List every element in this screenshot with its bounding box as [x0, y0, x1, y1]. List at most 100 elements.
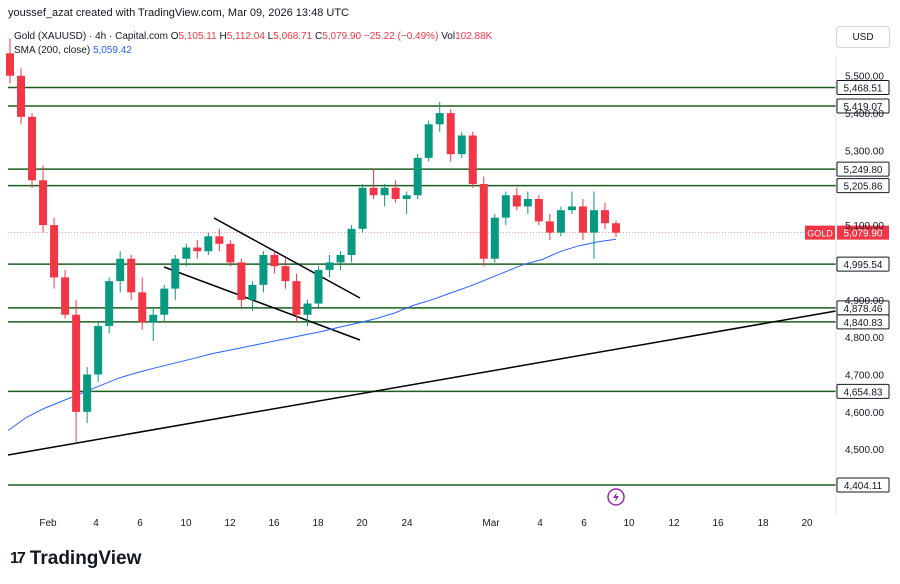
- y-tick-label: 4,800.00: [845, 333, 884, 344]
- level-label: 5,205.86: [844, 182, 883, 193]
- brand-name: TradingView: [29, 548, 142, 569]
- rising-trendline: [7, 310, 837, 456]
- last-price-label: 5,079.90: [844, 229, 883, 240]
- close-value: 5,079.90: [322, 31, 362, 42]
- candle-body: [325, 262, 334, 270]
- candle-body: [336, 254, 345, 263]
- candle-body: [215, 236, 224, 244]
- candle-body: [105, 281, 114, 326]
- candle-body: [237, 262, 246, 300]
- trendlines: [7, 217, 837, 456]
- horizontal-levels: 5,468.51 5,419.07 5,249.80 5,205.86 4,995.54…: [8, 80, 890, 493]
- candle-body: [457, 135, 466, 155]
- level-label-box: [836, 383, 890, 399]
- y-tick-label: 5,400.00: [845, 109, 884, 120]
- sma-label: SMA (200, close): [14, 45, 91, 56]
- last-price-symbol-box: [805, 225, 835, 240]
- candle-body: [479, 184, 488, 259]
- last-price-symbol: GOLD: [807, 229, 833, 239]
- x-tick-label: 4: [537, 518, 543, 529]
- candle-body: [600, 210, 609, 224]
- x-tick-label: 18: [312, 518, 324, 529]
- currency-button[interactable]: USD: [836, 26, 890, 48]
- x-tick-label: Feb: [39, 518, 57, 529]
- x-tick-label: 10: [180, 518, 192, 529]
- open-value: 5,105.11: [178, 31, 217, 42]
- candle-body: [501, 195, 510, 218]
- candle-body: [402, 195, 411, 199]
- candle-body: [545, 221, 554, 233]
- wedge-upper-line: [213, 217, 361, 299]
- candle-body: [281, 266, 290, 282]
- level-label: 4,404.11: [844, 481, 883, 492]
- x-tick-label: 4: [93, 518, 99, 529]
- sma-value: 5,059.42: [92, 45, 132, 56]
- candle-body: [512, 195, 521, 207]
- low-label: L: [267, 31, 274, 42]
- candles: [6, 38, 620, 442]
- level-label-box: [836, 477, 890, 493]
- candle-body: [171, 258, 180, 289]
- candle-body: [435, 113, 444, 125]
- candle-body: [138, 292, 147, 323]
- x-tick-label: 18: [757, 518, 769, 529]
- candle-body: [314, 269, 323, 304]
- lightning-icon: [607, 488, 625, 506]
- x-tick-label: 16: [268, 518, 280, 529]
- last-price-box: [837, 225, 889, 240]
- chart-legend: Gold (XAUUSD) · 4h · Capital.com O5,105.…: [14, 30, 492, 58]
- price-chart[interactable]: 5,468.51 5,419.07 5,249.80 5,205.86 4,995.54…: [0, 0, 900, 540]
- x-tick-label: 12: [224, 518, 236, 529]
- candle-body: [39, 180, 48, 226]
- candle-body: [468, 135, 477, 185]
- candle-body: [270, 254, 279, 267]
- level-label-box: [836, 161, 890, 177]
- chart-credit: youssef_azat created with TradingView.co…: [8, 7, 349, 19]
- x-tick-label: 12: [668, 518, 680, 529]
- level-label-box: [836, 178, 890, 194]
- candle-body: [380, 187, 389, 196]
- high-label: H: [219, 31, 227, 42]
- candle-body: [567, 206, 576, 211]
- candle-body: [358, 187, 367, 229]
- y-tick-label: 4,700.00: [845, 370, 884, 381]
- candle-body: [61, 277, 70, 315]
- candle-body: [28, 116, 37, 181]
- change-value: −25.22 (−0.49%): [363, 31, 439, 42]
- candle-body: [589, 210, 598, 233]
- candle-body: [612, 223, 620, 233]
- level-label: 4,995.54: [844, 260, 883, 271]
- y-axis: 4,500.00 4,600.00 4,700.00 4,800.00 4,900.00…: [845, 72, 884, 456]
- level-label: 4,878.46: [844, 304, 883, 315]
- level-label: 4,840.83: [844, 318, 883, 329]
- level-label-box: [836, 314, 890, 330]
- candle-body: [424, 124, 433, 158]
- candle-body: [17, 75, 26, 117]
- level-label: 4,654.83: [844, 387, 883, 398]
- candle-body: [83, 374, 92, 412]
- x-tick-label: Mar: [482, 518, 500, 529]
- level-label: 5,419.07: [844, 102, 883, 113]
- candle-body: [523, 198, 532, 207]
- high-value: 5,112.04: [226, 31, 265, 42]
- x-tick-label: 20: [356, 518, 368, 529]
- candle-body: [149, 314, 158, 323]
- candle-body: [116, 258, 125, 282]
- x-tick-label: 6: [581, 518, 587, 529]
- wedge-lower-line: [163, 266, 361, 341]
- candle-body: [50, 225, 59, 278]
- candle-body: [292, 281, 301, 315]
- y-tick-label: 5,300.00: [845, 146, 884, 157]
- x-tick-label: 16: [712, 518, 724, 529]
- candle-body: [556, 210, 565, 233]
- level-label: 5,249.80: [844, 165, 883, 176]
- candle-body: [578, 206, 587, 233]
- tradingview-brand: 17 TradingView: [10, 548, 141, 570]
- tradingview-logo-icon: 17: [10, 550, 26, 567]
- candle-body: [446, 113, 455, 155]
- volume-label: Vol: [441, 31, 456, 42]
- level-label-box: [836, 98, 890, 114]
- x-tick-label: 20: [801, 518, 813, 529]
- candle-body: [259, 254, 268, 285]
- candle-body: [226, 243, 235, 263]
